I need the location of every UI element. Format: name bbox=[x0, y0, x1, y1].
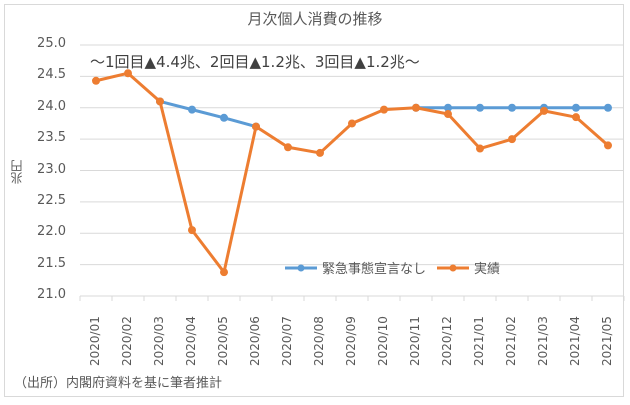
y-tick-label: 23.5 bbox=[37, 130, 66, 146]
data-point-marker bbox=[348, 119, 356, 128]
data-point-marker bbox=[156, 97, 164, 106]
data-point-marker bbox=[124, 69, 132, 78]
data-point-marker bbox=[188, 105, 196, 114]
source-note: （出所）内閣府資料を基に筆者推計 bbox=[14, 376, 223, 391]
data-point-marker bbox=[412, 103, 420, 112]
y-tick-label: 24.5 bbox=[37, 67, 66, 83]
y-tick-label: 21.5 bbox=[37, 255, 66, 271]
data-point-marker bbox=[604, 103, 612, 112]
y-tick-label: 24.0 bbox=[37, 98, 66, 114]
data-point-marker bbox=[476, 103, 484, 112]
data-point-marker bbox=[220, 113, 228, 122]
data-point-marker bbox=[380, 105, 388, 114]
data-point-marker bbox=[316, 148, 324, 157]
legend-label-actual: 実績 bbox=[474, 262, 501, 277]
y-tick-label: 21.0 bbox=[37, 287, 66, 302]
data-point-marker bbox=[572, 103, 580, 112]
legend-line-blue-icon bbox=[285, 264, 317, 271]
data-point-marker bbox=[444, 103, 452, 112]
data-point-marker bbox=[252, 122, 260, 131]
data-point-marker bbox=[508, 135, 516, 144]
legend-label-no-emergency: 緊急事態宣言なし bbox=[322, 262, 427, 277]
legend-item-no-emergency: 緊急事態宣言なし bbox=[284, 258, 426, 277]
data-point-marker bbox=[444, 110, 452, 119]
data-point-marker bbox=[92, 76, 100, 85]
legend-item-actual: 実績 bbox=[436, 258, 500, 277]
data-point-marker bbox=[540, 106, 548, 115]
data-point-marker bbox=[220, 268, 228, 277]
y-tick-label: 22.5 bbox=[37, 192, 66, 208]
chart-subtitle: ～1回目▲4.4兆、2回目▲1.2兆、3回目▲1.2兆～ bbox=[90, 53, 420, 71]
series-line-1 bbox=[95, 71, 609, 274]
data-point-marker bbox=[604, 141, 612, 150]
chart-title: 月次個人消費の推移 bbox=[247, 10, 383, 28]
y-tick-label: 25.0 bbox=[37, 36, 66, 51]
data-point-marker bbox=[476, 144, 484, 153]
y-tick-label: 22.0 bbox=[37, 224, 66, 240]
data-point-marker bbox=[188, 226, 196, 235]
legend: 緊急事態宣言なし 実績 bbox=[284, 258, 500, 277]
y-tick-label: 23.0 bbox=[37, 161, 66, 177]
legend-line-orange-icon bbox=[437, 264, 470, 271]
chart-frame bbox=[4, 4, 624, 397]
data-point-marker bbox=[284, 143, 292, 152]
data-point-marker bbox=[572, 113, 580, 122]
data-point-marker bbox=[508, 103, 516, 112]
series-line-0 bbox=[159, 100, 257, 129]
